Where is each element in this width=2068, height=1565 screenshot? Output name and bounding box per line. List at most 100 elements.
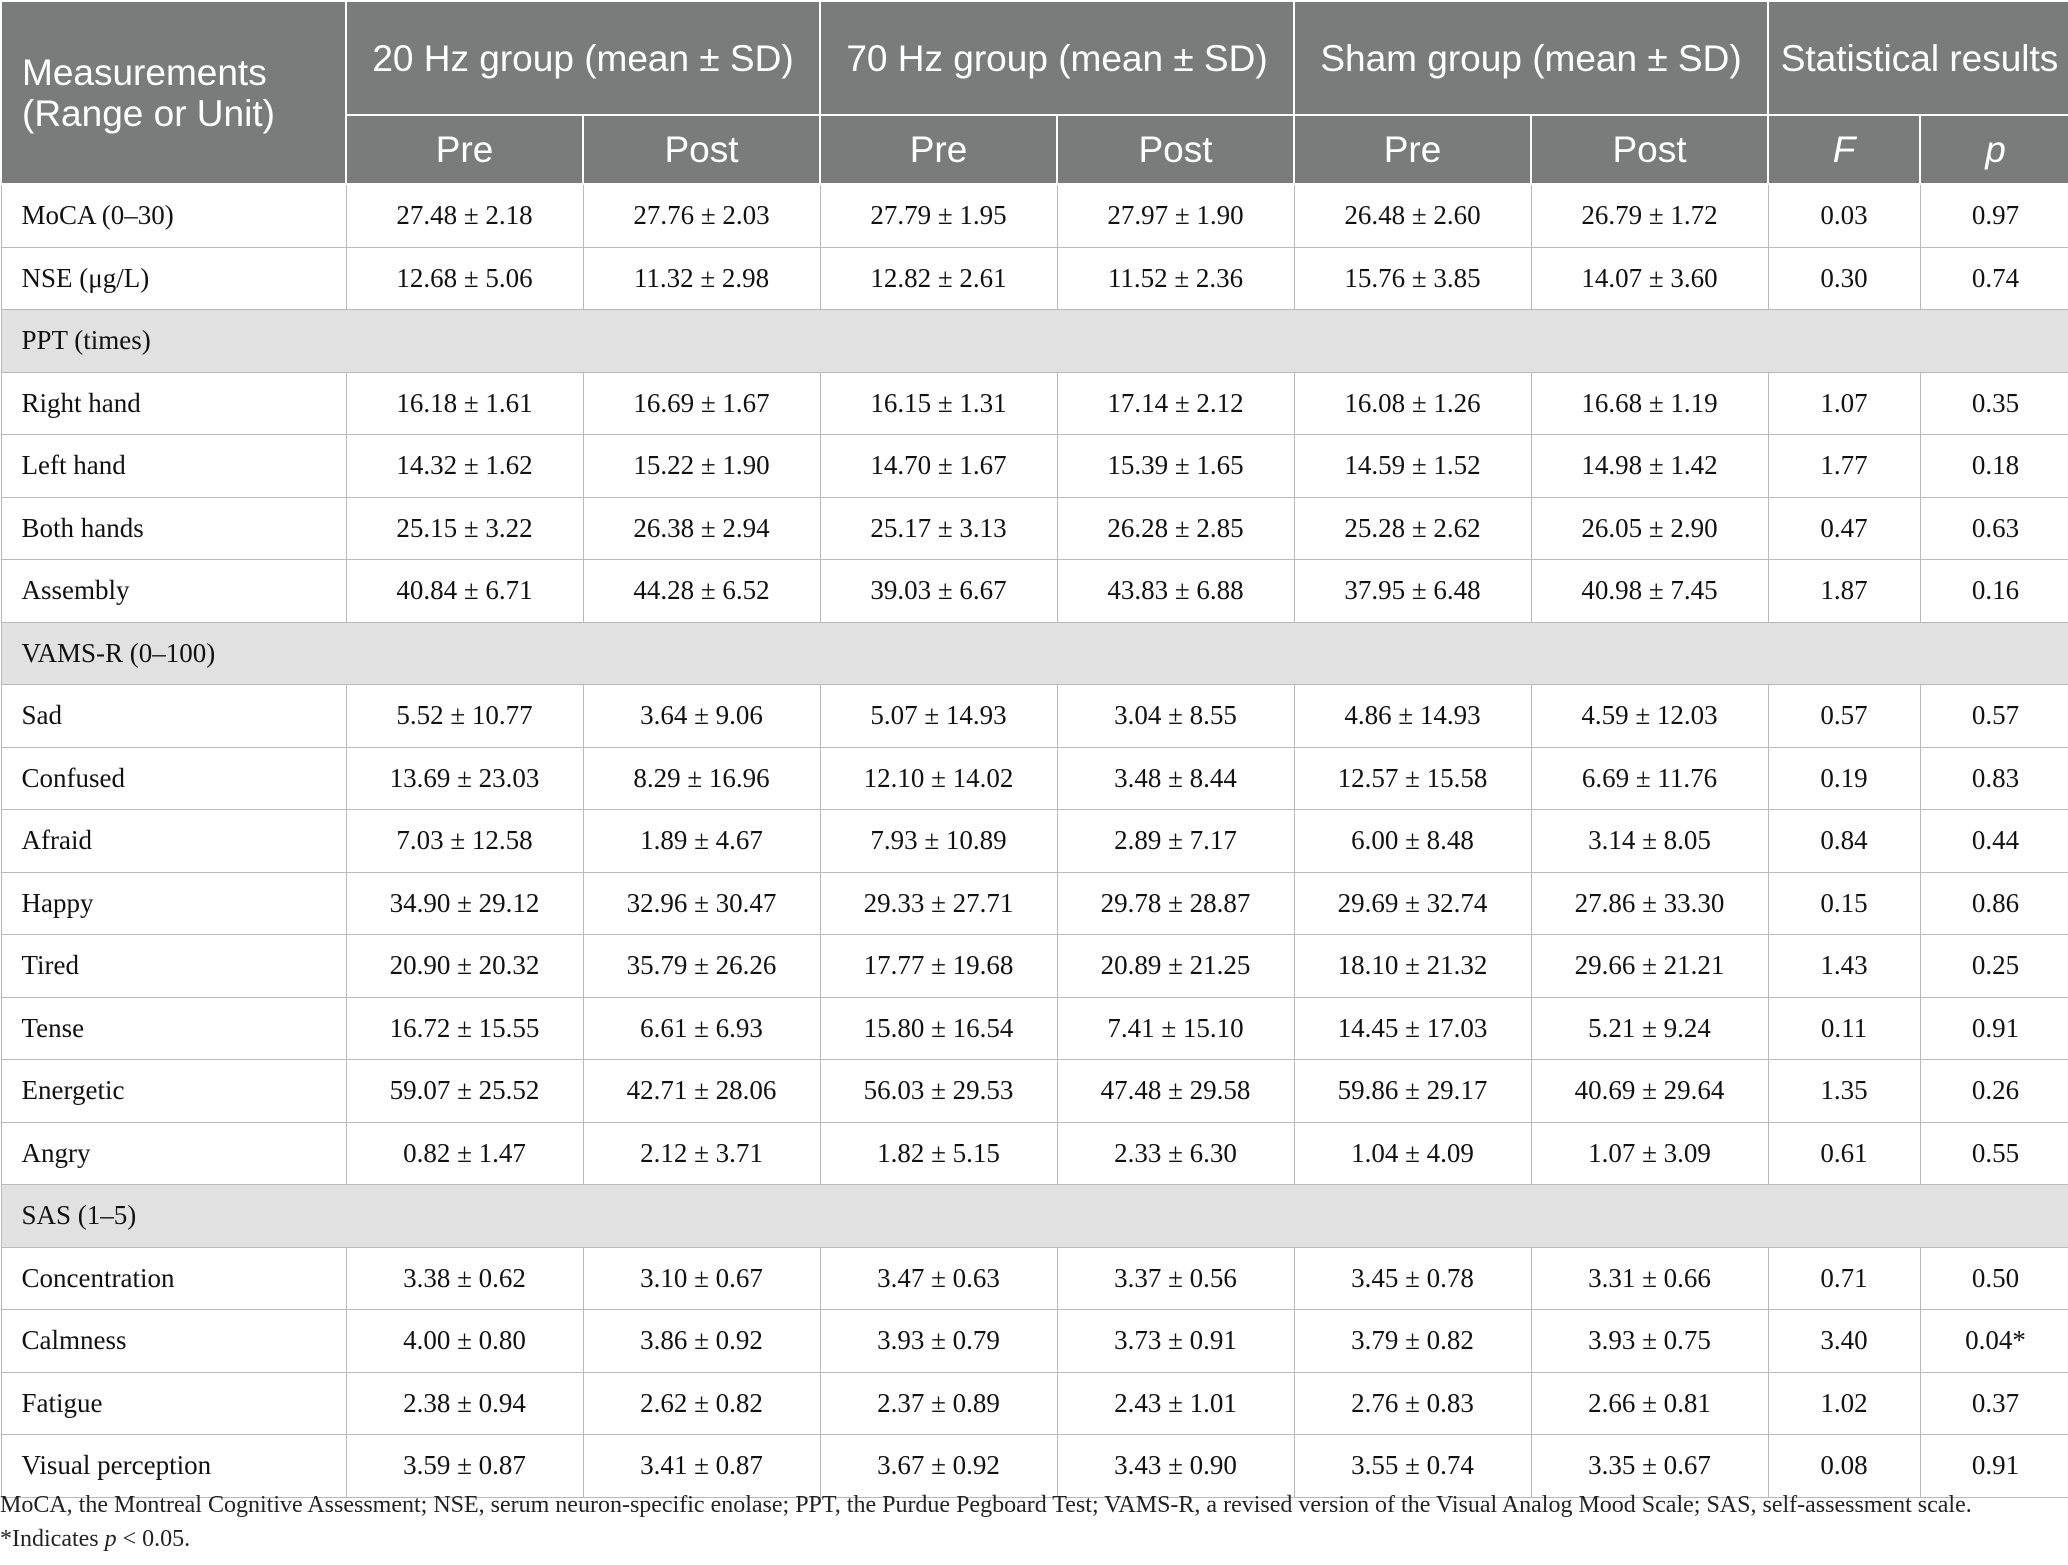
table-cell: 3.48 ± 8.44 [1056,746,1295,810]
table-cell: 26.05 ± 2.90 [1530,496,1769,560]
table-cell: 4.00 ± 0.80 [345,1309,584,1373]
table-cell: 0.35 [1919,371,2068,435]
table-cell: 2.12 ± 3.71 [582,1121,821,1185]
table-cell: 0.25 [1919,934,2068,998]
table-row: Tense 16.72 ± 15.55 6.61 ± 6.93 15.80 ± 16.… [0,996,2068,1060]
table-row: Assembly 40.84 ± 6.71 44.28 ± 6.52 39.03 ± … [0,559,2068,623]
table-row: Fatigue 2.38 ± 0.94 2.62 ± 0.82 2.37 ± 0.89… [0,1371,2068,1435]
table-cell: 0.30 [1767,246,1921,310]
table-cell: 2.37 ± 0.89 [819,1371,1058,1435]
table-cell: 44.28 ± 6.52 [582,559,821,623]
header-20hz-post: Post [582,114,821,185]
header-p-value: p [1919,114,2068,185]
section-row: SAS (1–5) [0,1184,2068,1248]
footnote-p-symbol: p [104,1526,117,1552]
table-cell: 3.86 ± 0.92 [582,1309,821,1373]
table-cell: 1.43 [1767,934,1921,998]
table-cell: 32.96 ± 30.47 [582,871,821,935]
row-label: Assembly [0,559,347,623]
table-cell: 3.45 ± 0.78 [1293,1246,1532,1310]
header-statistical-results: Statistical results [1767,0,2068,116]
table-cell: 3.59 ± 0.87 [345,1434,584,1498]
table-cell: 20.89 ± 21.25 [1056,934,1295,998]
table-cell: 1.82 ± 5.15 [819,1121,1058,1185]
table-cell: 40.69 ± 29.64 [1530,1059,1769,1123]
section-row: VAMS-R (0–100) [0,621,2068,685]
table-row: Angry 0.82 ± 1.47 2.12 ± 3.71 1.82 ± 5.15 2.… [0,1121,2068,1185]
row-label: MoCA (0–30) [0,183,347,248]
table-cell: 15.80 ± 16.54 [819,996,1058,1060]
table-cell: 12.57 ± 15.58 [1293,746,1532,810]
section-label: VAMS-R (0–100) [0,621,2068,685]
table-cell: 3.37 ± 0.56 [1056,1246,1295,1310]
table-row: Afraid 7.03 ± 12.58 1.89 ± 4.67 7.93 ± 10.8… [0,809,2068,873]
table-row: Right hand 16.18 ± 1.61 16.69 ± 1.67 16.15 … [0,371,2068,435]
table-cell: 14.59 ± 1.52 [1293,434,1532,498]
header-sham-group: Sham group (mean ± SD) [1293,0,1769,116]
header-20hz-group: 20 Hz group (mean ± SD) [345,0,821,116]
table-row: Confused 13.69 ± 23.03 8.29 ± 16.96 12.10 ±… [0,746,2068,810]
table-row: Energetic 59.07 ± 25.52 42.71 ± 28.06 56.03… [0,1059,2068,1123]
table-cell: 2.38 ± 0.94 [345,1371,584,1435]
table-cell: 3.10 ± 0.67 [582,1246,821,1310]
table-cell: 25.17 ± 3.13 [819,496,1058,560]
row-label: Left hand [0,434,347,498]
table-cell: 18.10 ± 21.32 [1293,934,1532,998]
results-table: Measurements (Range or Unit) 20 Hz group… [0,0,2068,1498]
footnote-threshold: < 0.05. [116,1526,191,1552]
table-cell: 16.18 ± 1.61 [345,371,584,435]
table-row: Tired 20.90 ± 20.32 35.79 ± 26.26 17.77 ± 1… [0,934,2068,998]
table-cell: 27.79 ± 1.95 [819,183,1058,248]
table-cell: 0.63 [1919,496,2068,560]
table-cell: 39.03 ± 6.67 [819,559,1058,623]
table-cell: 27.48 ± 2.18 [345,183,584,248]
table-cell: 0.91 [1919,996,2068,1060]
table-cell: 14.07 ± 3.60 [1530,246,1769,310]
table-header: Measurements (Range or Unit) 20 Hz group… [0,0,2068,185]
table-row: Concentration 3.38 ± 0.62 3.10 ± 0.67 3.47 … [0,1246,2068,1310]
table-cell: 4.59 ± 12.03 [1530,684,1769,748]
table-cell: 0.82 ± 1.47 [345,1121,584,1185]
table-cell: 0.84 [1767,809,1921,873]
table-cell: 4.86 ± 14.93 [1293,684,1532,748]
table-cell: 29.33 ± 27.71 [819,871,1058,935]
table-cell: 6.69 ± 11.76 [1530,746,1769,810]
table-cell: 15.76 ± 3.85 [1293,246,1532,310]
row-label: Concentration [0,1246,347,1310]
table-row: Happy 34.90 ± 29.12 32.96 ± 30.47 29.33 ± 2… [0,871,2068,935]
table-body: MoCA (0–30) 27.48 ± 2.18 27.76 ± 2.03 27.79… [0,183,2068,1498]
table-cell: 14.98 ± 1.42 [1530,434,1769,498]
row-label: Right hand [0,371,347,435]
table-cell: 3.41 ± 0.87 [582,1434,821,1498]
table-cell: 2.89 ± 7.17 [1056,809,1295,873]
table-cell: 0.91 [1919,1434,2068,1498]
table-cell: 0.18 [1919,434,2068,498]
table-cell: 0.57 [1919,684,2068,748]
table-cell: 13.69 ± 23.03 [345,746,584,810]
table-cell: 5.07 ± 14.93 [819,684,1058,748]
table-row: Left hand 14.32 ± 1.62 15.22 ± 1.90 14.70 ±… [0,434,2068,498]
table-cell: 0.47 [1767,496,1921,560]
table-cell: 7.03 ± 12.58 [345,809,584,873]
section-label: PPT (times) [0,309,2068,373]
table-cell: 1.89 ± 4.67 [582,809,821,873]
table-cell: 3.35 ± 0.67 [1530,1434,1769,1498]
table-cell: 0.50 [1919,1246,2068,1310]
table-cell: 14.32 ± 1.62 [345,434,584,498]
table-cell: 16.08 ± 1.26 [1293,371,1532,435]
table-cell: 27.97 ± 1.90 [1056,183,1295,248]
header-70hz-post: Post [1056,114,1295,185]
table-cell: 15.22 ± 1.90 [582,434,821,498]
row-label: Energetic [0,1059,347,1123]
table-cell: 26.28 ± 2.85 [1056,496,1295,560]
row-label: Angry [0,1121,347,1185]
row-label: Visual perception [0,1434,347,1498]
table-cell: 3.31 ± 0.66 [1530,1246,1769,1310]
header-sham-post: Post [1530,114,1769,185]
table-cell: 5.52 ± 10.77 [345,684,584,748]
table-cell: 0.26 [1919,1059,2068,1123]
table-cell: 0.86 [1919,871,2068,935]
row-label: Tired [0,934,347,998]
table-cell: 59.86 ± 29.17 [1293,1059,1532,1123]
table-cell: 26.38 ± 2.94 [582,496,821,560]
